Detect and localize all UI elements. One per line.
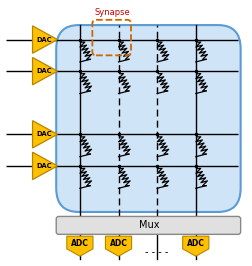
Text: ADC: ADC xyxy=(71,239,89,248)
Text: DAC: DAC xyxy=(37,163,52,169)
Text: DAC: DAC xyxy=(37,36,52,43)
Text: DAC: DAC xyxy=(37,68,52,74)
Polygon shape xyxy=(105,236,132,256)
Polygon shape xyxy=(183,236,209,256)
Polygon shape xyxy=(67,236,93,256)
Polygon shape xyxy=(33,57,57,85)
FancyBboxPatch shape xyxy=(56,217,241,234)
FancyBboxPatch shape xyxy=(56,25,241,212)
Text: Mux: Mux xyxy=(139,221,160,230)
Text: - - - -: - - - - xyxy=(145,247,169,257)
Text: ADC: ADC xyxy=(110,239,128,248)
Text: ADC: ADC xyxy=(187,239,205,248)
Text: DAC: DAC xyxy=(37,131,52,137)
Polygon shape xyxy=(33,26,57,53)
Text: Synapse: Synapse xyxy=(94,8,130,17)
Polygon shape xyxy=(33,152,57,180)
Polygon shape xyxy=(33,120,57,148)
